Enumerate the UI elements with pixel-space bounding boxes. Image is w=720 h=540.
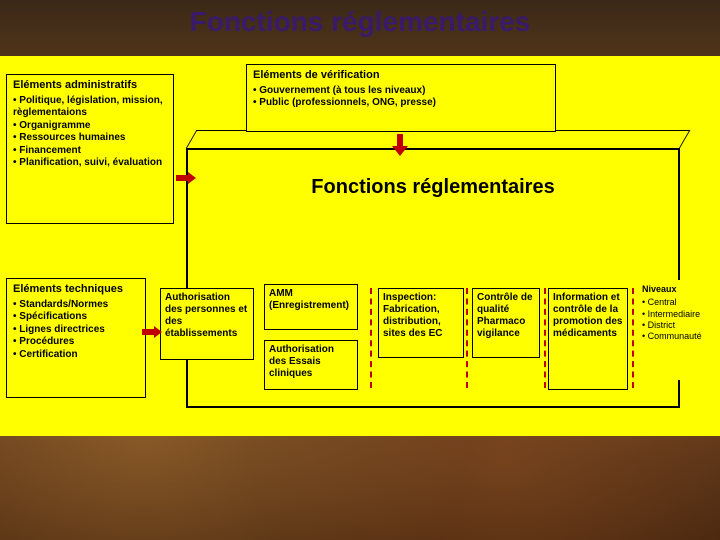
function-authorisation-personnes: Authorisation des personnes et des établ…: [160, 288, 254, 360]
dashed-divider: [466, 288, 468, 388]
arrow-icon: [142, 326, 162, 338]
tech-item: • Procédures: [13, 336, 139, 349]
verification-box: Eléments de vérification • Gouvernement …: [246, 64, 556, 132]
tech-heading: Eléments techniques: [13, 283, 139, 297]
dashed-divider: [544, 288, 546, 388]
admin-item: • Ressources humaines: [13, 132, 167, 145]
niveaux-item: • Intermediaire: [642, 309, 712, 320]
admin-item: • Financement: [13, 145, 167, 158]
tech-box: Eléments techniques • Standards/Normes •…: [6, 278, 146, 398]
functions-title: Fonctions réglementaires: [186, 176, 680, 199]
tech-item: • Spécifications: [13, 311, 139, 324]
tech-item: • Lignes directrices: [13, 324, 139, 337]
arrow-icon: [176, 172, 196, 184]
function-essais-cliniques: Authorisation des Essais cliniques: [264, 340, 358, 390]
big-box-3d-top: [186, 130, 690, 148]
verification-item: • Gouvernement (à tous les niveaux): [253, 85, 549, 98]
function-controle-qualite: Contrôle de qualité Pharmaco vigilance: [472, 288, 540, 358]
niveaux-item: • Communauté: [642, 331, 712, 342]
function-amm: AMM (Enregistrement): [264, 284, 358, 330]
function-information: Information et contrôle de la promotion …: [548, 288, 628, 390]
niveaux-box: Niveaux • Central • Intermediaire • Dist…: [636, 280, 718, 380]
dashed-divider: [370, 288, 372, 388]
tech-item: • Standards/Normes: [13, 299, 139, 312]
verification-item: • Public (professionnels, ONG, presse): [253, 97, 549, 110]
niveaux-item: • Central: [642, 297, 712, 308]
verification-heading: Eléments de vérification: [253, 69, 549, 83]
niveaux-item: • District: [642, 320, 712, 331]
niveaux-heading: Niveaux: [642, 284, 712, 295]
arrow-down-icon: [392, 134, 408, 156]
page-title: Fonctions réglementaires: [0, 6, 720, 38]
function-inspection: Inspection: Fabrication, distribution, s…: [378, 288, 464, 358]
admin-item: • Organigramme: [13, 120, 167, 133]
admin-item: • Politique, législation, mission, règle…: [13, 95, 167, 120]
admin-item: • Planification, suivi, évaluation: [13, 157, 167, 170]
dashed-divider: [632, 288, 634, 388]
admin-box: Eléments administratifs • Politique, lég…: [6, 74, 174, 224]
tech-item: • Certification: [13, 349, 139, 362]
admin-heading: Eléments administratifs: [13, 79, 167, 93]
